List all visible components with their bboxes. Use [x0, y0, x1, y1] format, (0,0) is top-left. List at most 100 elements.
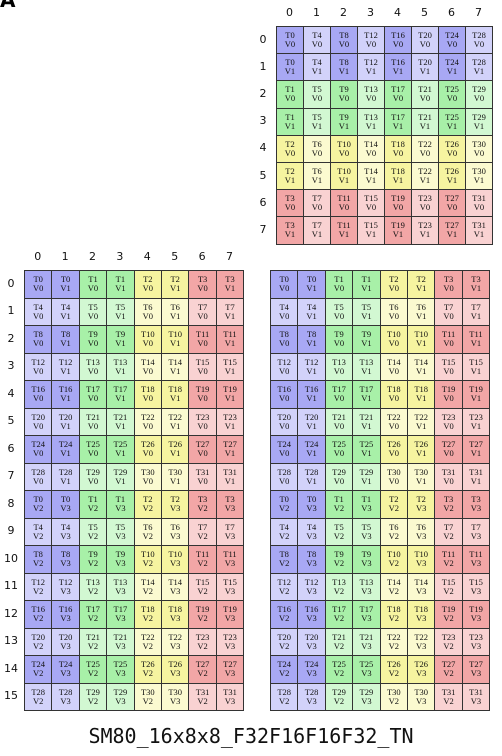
cell: T27 V1: [215, 435, 245, 464]
cell: T20 V0: [24, 407, 53, 436]
cell: T31 V1: [465, 216, 493, 245]
cell: T25 V0: [324, 435, 354, 464]
row-label: 8: [7, 496, 15, 510]
cell: T31 V2: [434, 682, 463, 711]
row-label: 6: [7, 441, 15, 455]
cell: T1 V0: [276, 80, 304, 109]
cell: T12 V2: [270, 572, 299, 601]
caption: SM80_16x8x8_F32F16F16F32_TN: [88, 724, 414, 748]
cell: T11 V3: [215, 545, 245, 574]
cell: T22 V1: [407, 407, 436, 436]
cell: T11 V1: [461, 325, 491, 354]
cell: T17 V1: [106, 380, 135, 409]
cell: T2 V1: [407, 270, 436, 299]
cell: T3 V2: [434, 490, 463, 519]
cell: T2 V0: [276, 134, 304, 163]
cell: T8 V2: [24, 545, 53, 574]
cell: T24 V0: [438, 26, 466, 55]
cell: T21 V3: [106, 627, 135, 656]
cell: T31 V0: [434, 462, 463, 491]
cell: T30 V3: [161, 682, 190, 711]
row-label: 7: [7, 469, 15, 483]
cell: T14 V0: [379, 352, 408, 381]
cell: T9 V0: [330, 80, 358, 109]
cell: T19 V3: [461, 600, 491, 629]
cell: T5 V1: [352, 297, 381, 326]
cell: T18 V0: [133, 380, 162, 409]
cell: T4 V2: [270, 517, 299, 546]
cell: T26 V3: [407, 655, 436, 684]
cell: T3 V3: [461, 490, 491, 519]
cell: T21 V0: [78, 407, 108, 436]
cell: T24 V3: [51, 655, 80, 684]
cell: T19 V1: [461, 380, 491, 409]
cell: T5 V3: [352, 517, 381, 546]
cell: T1 V0: [324, 270, 354, 299]
cell: T6 V3: [407, 517, 436, 546]
cell: T11 V2: [188, 545, 217, 574]
cell: T12 V2: [24, 572, 53, 601]
cell: T30 V0: [465, 134, 493, 163]
cell: T16 V2: [270, 600, 299, 629]
cell: T12 V0: [270, 352, 299, 381]
cell: T12 V0: [24, 352, 53, 381]
col-label: 5: [171, 250, 179, 263]
cell: T0 V2: [24, 490, 53, 519]
cell: T15 V0: [434, 352, 463, 381]
cell: T8 V1: [51, 325, 80, 354]
cell: T18 V2: [379, 600, 408, 629]
cell: T13 V0: [324, 352, 354, 381]
cell: T4 V0: [24, 297, 53, 326]
cell: T5 V1: [106, 297, 135, 326]
cell: T17 V1: [352, 380, 381, 409]
col-label: 2: [340, 6, 347, 19]
cell: T4 V3: [297, 517, 326, 546]
cell: T9 V1: [330, 107, 358, 136]
cell: T5 V0: [324, 297, 354, 326]
cell: T14 V3: [407, 572, 436, 601]
cell: T1 V3: [352, 490, 381, 519]
cell: T7 V3: [215, 517, 245, 546]
cell: T25 V0: [78, 435, 108, 464]
cell: T20 V2: [24, 627, 53, 656]
row-label: 2: [7, 331, 15, 345]
cell: T22 V2: [133, 627, 162, 656]
cell: T19 V3: [215, 600, 245, 629]
cell: T11 V0: [434, 325, 463, 354]
cell: T9 V1: [106, 325, 135, 354]
cell: T16 V2: [24, 600, 53, 629]
cell: T27 V2: [188, 655, 217, 684]
cell: T8 V2: [270, 545, 299, 574]
cell: T27 V1: [461, 435, 491, 464]
row-label: 11: [4, 579, 18, 593]
cell: T27 V3: [461, 655, 491, 684]
cell: T16 V0: [384, 26, 412, 55]
row-label: 1: [259, 59, 267, 73]
cell: T22 V1: [161, 407, 190, 436]
cell: T29 V3: [106, 682, 135, 711]
cell: T16 V0: [24, 380, 53, 409]
cell: T10 V1: [407, 325, 436, 354]
cell: T15 V3: [461, 572, 491, 601]
cell: T23 V1: [215, 407, 245, 436]
cell: T18 V1: [407, 380, 436, 409]
cell: T7 V1: [461, 297, 491, 326]
row-label: 5: [7, 414, 15, 428]
cell: T9 V0: [324, 325, 354, 354]
cell: T23 V0: [411, 189, 439, 218]
cell: T16 V3: [51, 600, 80, 629]
cell: T27 V0: [438, 189, 466, 218]
cell: T31 V0: [188, 462, 217, 491]
cell: T22 V3: [161, 627, 190, 656]
cell: T21 V1: [106, 407, 135, 436]
cell: T12 V3: [51, 572, 80, 601]
cell: T30 V1: [161, 462, 190, 491]
cell: T19 V0: [434, 380, 463, 409]
cell: T15 V1: [357, 216, 385, 245]
cell: T28 V0: [465, 26, 493, 55]
col-label: 7: [475, 6, 482, 19]
cell: T2 V0: [379, 270, 408, 299]
cell: T31 V0: [465, 189, 493, 218]
cell: T13 V3: [106, 572, 135, 601]
